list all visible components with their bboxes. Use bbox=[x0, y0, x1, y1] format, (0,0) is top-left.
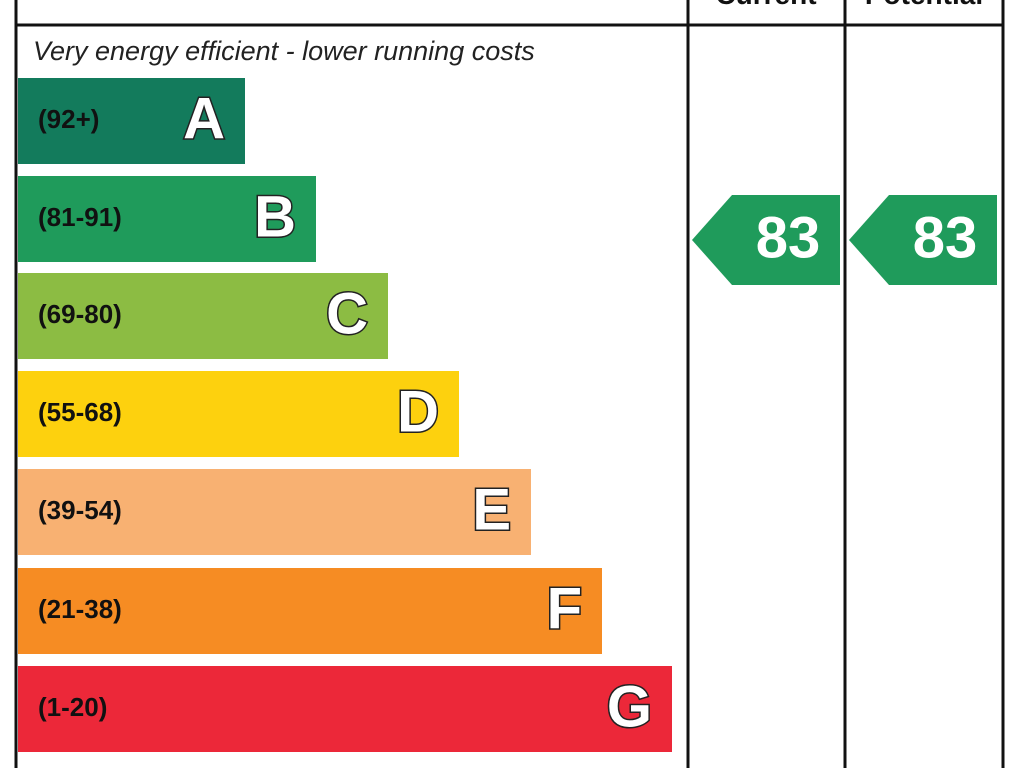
current-arrow bbox=[692, 195, 840, 285]
frame bbox=[14, 0, 1005, 768]
band-letter: D bbox=[397, 379, 439, 444]
band-letter: A bbox=[183, 86, 225, 151]
band-bar bbox=[18, 176, 316, 262]
current-rating: 83 bbox=[756, 205, 821, 270]
band-letter: G bbox=[607, 674, 652, 739]
band-bar bbox=[18, 273, 388, 359]
band-bar bbox=[18, 568, 602, 654]
band-bar bbox=[18, 78, 245, 164]
band-letter: B bbox=[254, 184, 296, 249]
band-range: (39-54) bbox=[38, 495, 122, 525]
band-range: (81-91) bbox=[38, 202, 122, 232]
header-current: Current bbox=[715, 0, 816, 10]
potential-rating: 83 bbox=[913, 205, 978, 270]
band-range: (92+) bbox=[38, 104, 99, 134]
band-range: (1-20) bbox=[38, 692, 107, 722]
top-label: Very energy efficient - lower running co… bbox=[33, 36, 535, 66]
potential-arrow bbox=[849, 195, 997, 285]
band-letter: E bbox=[472, 477, 511, 542]
band-range: (69-80) bbox=[38, 299, 122, 329]
band-letter: F bbox=[547, 576, 582, 641]
band-bar bbox=[18, 371, 459, 457]
band-range: (55-68) bbox=[38, 397, 122, 427]
band-bar bbox=[18, 469, 531, 555]
header-potential: Potential bbox=[865, 0, 983, 10]
band-range: (21-38) bbox=[38, 594, 122, 624]
band-bar bbox=[18, 666, 672, 752]
band-letter: C bbox=[326, 281, 368, 346]
